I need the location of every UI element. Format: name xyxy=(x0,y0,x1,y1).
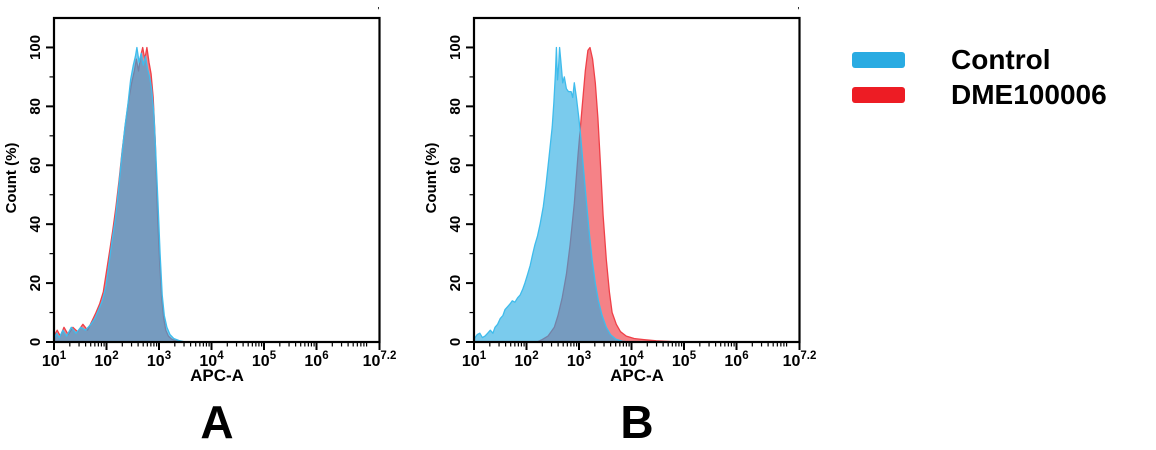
svg-text:100: 100 xyxy=(447,35,464,60)
svg-text:101: 101 xyxy=(42,350,67,370)
x-axis-label: APC-A xyxy=(610,366,664,385)
svg-text:103: 103 xyxy=(147,350,171,370)
svg-text:100: 100 xyxy=(27,35,44,60)
svg-text:105: 105 xyxy=(252,350,277,370)
panel-a: APC-A Count (%) A 101 102 103 104 105 106 107.… xyxy=(0,0,430,450)
histogram-fill-control xyxy=(54,47,186,342)
legend-label-control: Control xyxy=(951,44,1051,75)
panel-b: APC-A Count (%) B 101 102 103 104 105 106 107.… xyxy=(420,0,850,450)
svg-text:80: 80 xyxy=(447,98,464,115)
y-axis-label: Count (%) xyxy=(3,143,20,214)
y-axis: 0 20 40 60 80 100 xyxy=(27,35,54,346)
series-layer xyxy=(473,46,681,343)
series-layer xyxy=(53,46,186,343)
svg-text:0: 0 xyxy=(447,338,464,346)
y-axis-label: Count (%) xyxy=(423,143,440,214)
histogram-outline-control xyxy=(53,46,186,343)
legend-item-control: Control xyxy=(852,44,1107,76)
y-axis: 0 20 40 60 80 100 xyxy=(447,35,474,346)
svg-text:40: 40 xyxy=(447,216,464,233)
panel-label-b: B xyxy=(620,396,653,448)
histogram-outline-control xyxy=(473,46,629,343)
corner-artifact: ' xyxy=(798,6,800,17)
legend: Control DME100006 xyxy=(852,44,1107,114)
svg-text:107.2: 107.2 xyxy=(363,350,397,370)
plot-frame xyxy=(472,16,801,344)
svg-text:60: 60 xyxy=(447,157,464,174)
histogram-chart-b: APC-A Count (%) B 101 102 103 104 105 106 107.… xyxy=(423,6,817,448)
panel-label-a: A xyxy=(200,396,233,448)
svg-text:106: 106 xyxy=(724,350,748,370)
svg-text:106: 106 xyxy=(304,350,328,370)
svg-text:60: 60 xyxy=(27,157,44,174)
legend-label-dme100006: DME100006 xyxy=(951,79,1107,110)
legend-swatch-control xyxy=(852,52,905,68)
x-axis: 101 102 103 104 105 106 107.2 xyxy=(462,342,817,370)
svg-text:102: 102 xyxy=(94,350,118,370)
x-axis-label: APC-A xyxy=(190,366,244,385)
svg-text:20: 20 xyxy=(447,275,464,292)
histogram-fill-control xyxy=(474,47,629,342)
svg-text:107.2: 107.2 xyxy=(783,350,817,370)
histogram-chart-a: APC-A Count (%) A 101 102 103 104 105 106 107.… xyxy=(3,6,397,448)
svg-text:20: 20 xyxy=(27,275,44,292)
legend-item-dme100006: DME100006 xyxy=(852,79,1107,111)
svg-text:80: 80 xyxy=(27,98,44,115)
svg-text:105: 105 xyxy=(672,350,697,370)
legend-swatch-dme100006 xyxy=(852,87,905,103)
svg-text:103: 103 xyxy=(567,350,591,370)
svg-text:0: 0 xyxy=(27,338,44,346)
svg-text:102: 102 xyxy=(514,350,538,370)
svg-text:40: 40 xyxy=(27,216,44,233)
svg-text:101: 101 xyxy=(462,350,487,370)
plot-frame xyxy=(52,16,381,344)
corner-artifact: ' xyxy=(378,6,380,17)
